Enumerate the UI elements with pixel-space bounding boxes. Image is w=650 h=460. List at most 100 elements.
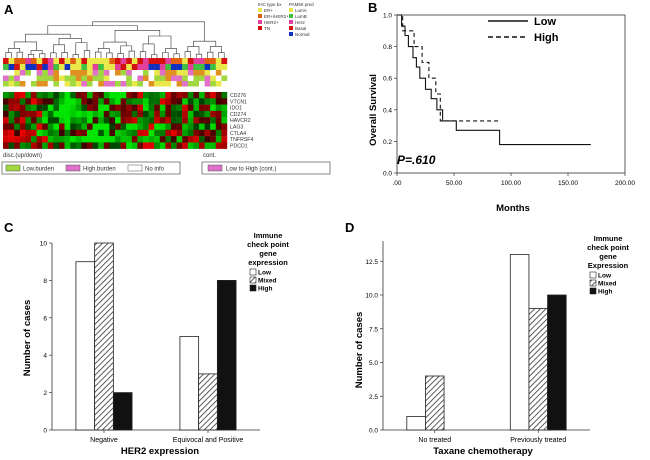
pam50-annotation-cell (182, 64, 188, 70)
panel-b-letter: B (368, 0, 377, 15)
heatmap-cell (53, 92, 60, 99)
ihc-legend-title: IHC type bx (258, 2, 282, 7)
survival-xtick-label: 100.00 (501, 180, 521, 187)
burden-annotation-cell (53, 70, 60, 76)
heatmap-cell (159, 117, 166, 124)
dendrogram-branch (120, 45, 133, 54)
heatmap-cell (36, 129, 43, 137)
heatmap-cell (182, 104, 188, 112)
heatmap-cell (137, 92, 144, 99)
survival-xlabel: Months (496, 203, 530, 214)
survival-xtick-label: 150.00 (558, 180, 578, 187)
dendrogram-branch (27, 54, 35, 58)
heatmap-cell (221, 123, 228, 130)
ihc-legend-label: ER+ (264, 8, 273, 13)
ihc-legend-label: ER+/HER2+ (264, 14, 289, 19)
heatmap-cell (131, 129, 138, 137)
heatmap-cell (199, 104, 205, 112)
heatmap-cell (81, 123, 88, 130)
heatmap-cell (81, 117, 88, 124)
burden-annotation-cell (126, 75, 132, 81)
heatmap-cell (36, 98, 43, 105)
heatmap-cell (103, 117, 110, 124)
burden-annotation-cell (210, 75, 216, 81)
survival-line-low (397, 14, 591, 146)
ihc-annotation-cell (187, 58, 194, 64)
dendrogram-branch (151, 54, 158, 58)
burden-annotation-cell (187, 81, 194, 87)
heatmap-cell (19, 104, 26, 112)
ihc-annotation-cell (126, 58, 132, 64)
burden-annotation-cell (221, 70, 228, 76)
burden-annotation-cell (53, 81, 60, 87)
heatmap-cell (36, 110, 43, 118)
heatmap-cell (131, 98, 138, 105)
heatmap-cell (126, 142, 132, 149)
ihc-annotation-cell (120, 58, 127, 64)
heatmap-cell (70, 104, 76, 112)
heatmap-cell (109, 92, 116, 99)
heatmap-cell (204, 117, 211, 124)
ihc-annotation-cell (42, 58, 48, 64)
burden-annotation-cell (120, 81, 127, 87)
burden-annotation-cell (109, 75, 116, 81)
heatmap-cell (47, 104, 54, 112)
heatmap-cell (31, 123, 37, 130)
pam50-annotation-cell (165, 64, 172, 70)
burden-annotation-cell (165, 75, 172, 81)
heatmap-cell (182, 92, 188, 99)
dendrogram-branch (16, 51, 23, 58)
survival-xtick-label: 200.00 (615, 180, 635, 187)
heatmap-cell (193, 104, 200, 112)
heatmap-cell (14, 92, 20, 99)
heatmap-cell (19, 117, 26, 124)
ihc-annotation-cell (182, 58, 188, 64)
burden-annotation-cell (70, 75, 76, 81)
burden-annotation-cell (115, 70, 121, 76)
annotation-bars (3, 58, 228, 87)
heatmap-cell (137, 110, 144, 118)
heatmap-cell (154, 123, 160, 130)
heatmap-cell (14, 104, 20, 112)
burden-annotation-cell (14, 75, 20, 81)
heatmap-cell (176, 142, 183, 149)
heatmap-cell (87, 98, 93, 105)
legend-label-high: High (258, 286, 272, 293)
heatmap-cell (199, 98, 205, 105)
heatmap-cell (3, 123, 9, 130)
heatmap-cell (165, 92, 172, 99)
pam50-annotation-cell (87, 64, 93, 70)
heatmap-cell (199, 142, 205, 149)
dendrogram-branch (184, 51, 191, 58)
heatmap-cell (31, 110, 37, 118)
survival-xtick-label: 50.00 (446, 180, 463, 187)
heatmap-cell (126, 136, 132, 143)
heatmap-cell (193, 129, 200, 137)
burden-annotation-cell (137, 75, 144, 81)
heatmap-cell (126, 123, 132, 130)
heatmap-cell (53, 129, 60, 137)
heatmap-cell (159, 142, 166, 149)
heatmap-cell (14, 117, 20, 124)
heatmap-cell (64, 142, 71, 149)
ihc-legend-swatch (258, 20, 262, 24)
heatmap-cell (182, 98, 188, 105)
burden-legend-swatch (5, 164, 21, 172)
legend-swatch-high (249, 284, 257, 292)
pam50-annotation-cell (98, 64, 104, 70)
heatmap-cell (171, 92, 177, 99)
burden-annotation-cell (182, 81, 188, 87)
heatmap-cell (131, 123, 138, 130)
legend-title-line: gene (259, 249, 277, 258)
burden-annotation-cell (25, 70, 32, 76)
burden-annotation-cell (182, 75, 188, 81)
heatmap-cell (87, 136, 93, 143)
burden-annotation-cell (148, 75, 155, 81)
burden-annotation-cell (87, 81, 93, 87)
bar-low (75, 261, 96, 431)
heatmap-cell (87, 129, 93, 137)
heatmap-cell (59, 98, 65, 105)
burden-annotation-cell (70, 81, 76, 87)
heatmap-cell (25, 104, 32, 112)
ihc-annotation-cell (176, 58, 183, 64)
